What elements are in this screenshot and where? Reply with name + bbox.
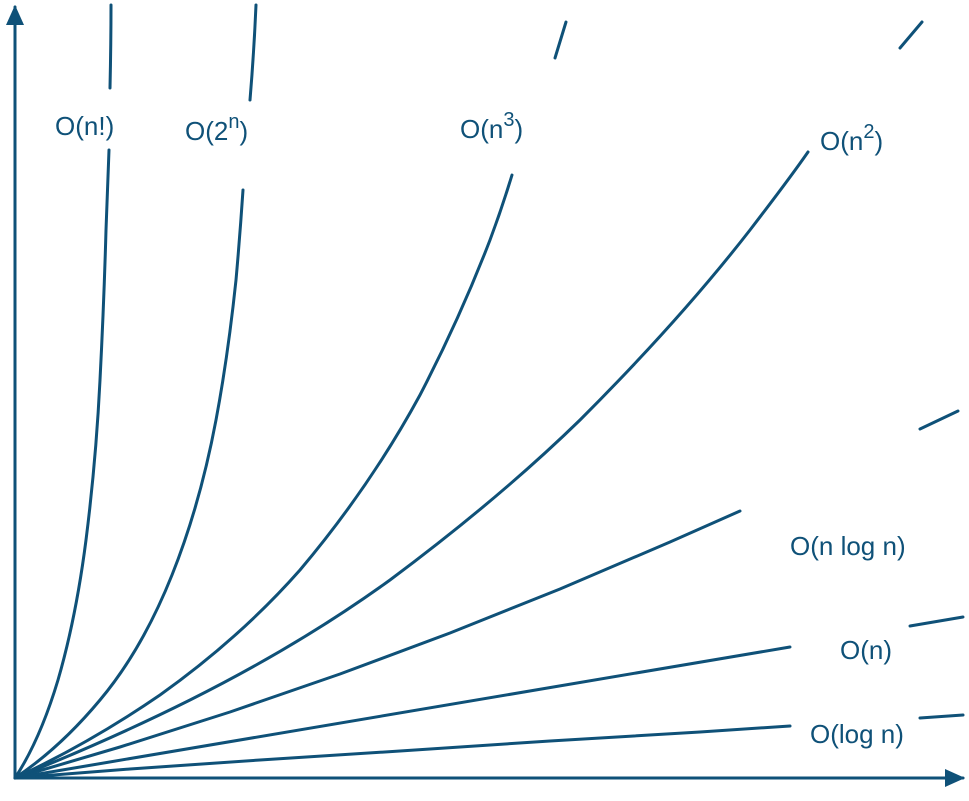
label-n_log_n: O(n log n) <box>790 531 906 561</box>
label-2n: O(2n) <box>185 111 248 146</box>
label-n2: O(n2) <box>820 121 883 156</box>
big-o-chart: O(log n) O(n) O(n log n) O(n2) O(n3) O(2n) O(n… <box>0 0 969 801</box>
label-n3: O(n3) <box>460 109 523 144</box>
label-n: O(n) <box>840 635 892 665</box>
label-factorial: O(n!) <box>55 111 114 141</box>
label-log_n: O(log n) <box>810 719 904 749</box>
